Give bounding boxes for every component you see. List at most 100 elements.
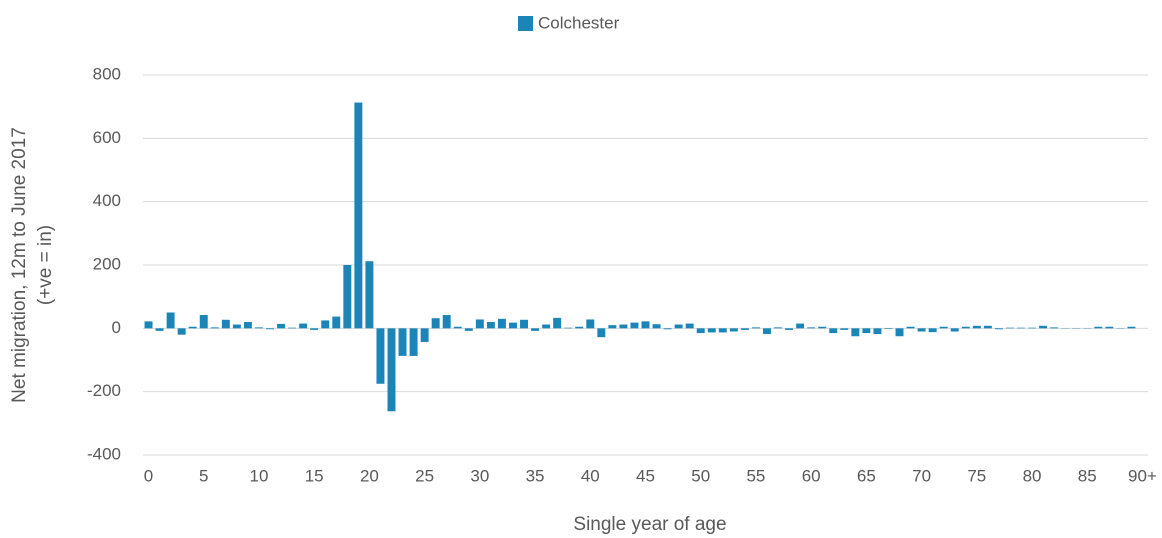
y-tick-label: 600 — [93, 128, 121, 147]
bar — [166, 312, 175, 329]
y-tick-label: 400 — [93, 191, 121, 210]
bar — [774, 327, 783, 329]
bar — [641, 321, 650, 329]
bar — [542, 324, 551, 329]
bar — [707, 328, 716, 333]
y-axis-title: Net migration, 12m to June 2017 — [9, 127, 30, 403]
bar — [1105, 326, 1114, 329]
bar — [751, 327, 760, 329]
bar — [895, 328, 904, 337]
bar — [144, 321, 153, 329]
bar — [1005, 327, 1014, 329]
x-tick-label: 25 — [415, 466, 434, 485]
bar — [266, 328, 274, 330]
bar — [1094, 326, 1103, 329]
bar — [586, 319, 595, 329]
y-axis-title: (+ve = in) — [35, 225, 56, 305]
bar — [497, 318, 506, 329]
bar — [177, 328, 186, 335]
bar — [288, 327, 297, 329]
bar — [365, 261, 374, 329]
bar — [553, 317, 562, 329]
y-tick-label: -200 — [87, 381, 121, 400]
y-tick-label: 200 — [93, 254, 121, 273]
bar — [796, 323, 805, 329]
bar — [696, 328, 705, 334]
bar — [972, 325, 981, 329]
x-axis-title: Single year of age — [573, 514, 726, 535]
bar — [939, 326, 948, 329]
x-tick-label: 65 — [857, 466, 876, 485]
bar — [520, 319, 528, 329]
bar — [906, 326, 915, 329]
legend-swatch — [518, 16, 533, 31]
bar — [663, 328, 672, 330]
bar — [807, 327, 816, 329]
bar — [155, 328, 164, 331]
x-tick-label: 15 — [305, 466, 324, 485]
x-tick-label: 20 — [360, 466, 379, 485]
x-tick-label: 0 — [144, 466, 153, 485]
bar — [1039, 325, 1048, 329]
bar — [729, 328, 738, 332]
bar — [652, 324, 661, 329]
bar — [1017, 327, 1025, 329]
bar — [221, 319, 230, 329]
x-tick-label: 10 — [250, 466, 269, 485]
x-tick-label: 70 — [912, 466, 931, 485]
x-tick-label: 85 — [1078, 466, 1097, 485]
bar — [210, 327, 219, 329]
x-tick-label: 75 — [967, 466, 986, 485]
bar — [829, 328, 838, 334]
bar — [597, 328, 606, 338]
y-tick-label: 800 — [93, 64, 121, 83]
bar — [685, 323, 694, 329]
bar — [994, 328, 1003, 330]
x-tick-label: 5 — [199, 466, 208, 485]
bar — [1127, 326, 1136, 329]
bar — [409, 328, 418, 356]
bar — [564, 327, 573, 329]
bar — [442, 315, 451, 329]
y-tick-label: 0 — [112, 318, 121, 337]
x-tick-label: 55 — [746, 466, 765, 485]
bar — [950, 328, 959, 332]
x-tick-label: 40 — [581, 466, 600, 485]
bar — [983, 325, 992, 329]
bar — [508, 322, 517, 329]
bar — [321, 320, 330, 329]
x-tick-label: 30 — [470, 466, 489, 485]
bar — [453, 326, 462, 329]
bar — [475, 319, 484, 329]
bar — [1050, 327, 1059, 329]
bar — [718, 328, 727, 333]
bar — [785, 328, 794, 330]
bar — [243, 322, 252, 329]
bar — [188, 326, 197, 329]
bar — [674, 324, 683, 329]
x-tick-label: 80 — [1023, 466, 1042, 485]
bar — [961, 326, 970, 329]
bar — [608, 325, 617, 329]
legend-label: Colchester — [538, 13, 620, 32]
x-tick-label: 35 — [526, 466, 545, 485]
bar — [884, 328, 893, 329]
bar — [299, 323, 308, 329]
bar — [862, 328, 871, 334]
bar — [310, 328, 319, 330]
bar — [431, 318, 440, 329]
bar — [332, 316, 341, 329]
bar — [873, 328, 882, 335]
bar — [354, 102, 363, 329]
bar — [851, 328, 860, 337]
y-tick-label: -400 — [87, 444, 121, 463]
bar — [254, 327, 263, 329]
x-tick-label: 45 — [636, 466, 655, 485]
bar — [763, 328, 771, 335]
x-tick-label: 60 — [802, 466, 821, 485]
bar — [1028, 327, 1037, 329]
bar — [917, 328, 926, 332]
bar — [630, 322, 639, 329]
bar — [232, 324, 241, 329]
